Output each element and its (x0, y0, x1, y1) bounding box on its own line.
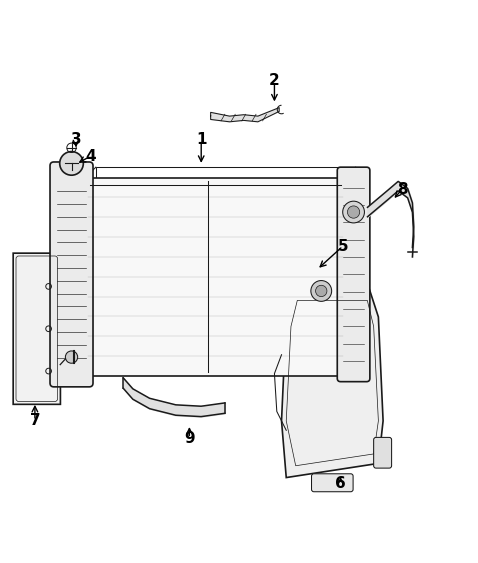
FancyBboxPatch shape (312, 474, 353, 491)
Circle shape (348, 206, 360, 218)
Text: 9: 9 (184, 431, 195, 446)
FancyBboxPatch shape (50, 162, 93, 387)
Circle shape (60, 151, 83, 175)
Circle shape (65, 351, 77, 363)
Text: 4: 4 (85, 149, 96, 164)
FancyBboxPatch shape (337, 167, 370, 382)
FancyBboxPatch shape (374, 437, 391, 468)
Polygon shape (86, 177, 345, 376)
Circle shape (343, 201, 364, 223)
Text: 6: 6 (335, 476, 346, 491)
Circle shape (311, 280, 332, 301)
Text: 8: 8 (397, 182, 407, 197)
Text: 5: 5 (337, 239, 348, 253)
Circle shape (315, 285, 327, 297)
Text: 1: 1 (196, 132, 206, 148)
Polygon shape (211, 108, 279, 122)
Polygon shape (13, 253, 65, 404)
Polygon shape (282, 289, 383, 477)
Text: 3: 3 (71, 132, 81, 148)
Text: 2: 2 (269, 73, 280, 88)
Text: 7: 7 (30, 413, 40, 428)
